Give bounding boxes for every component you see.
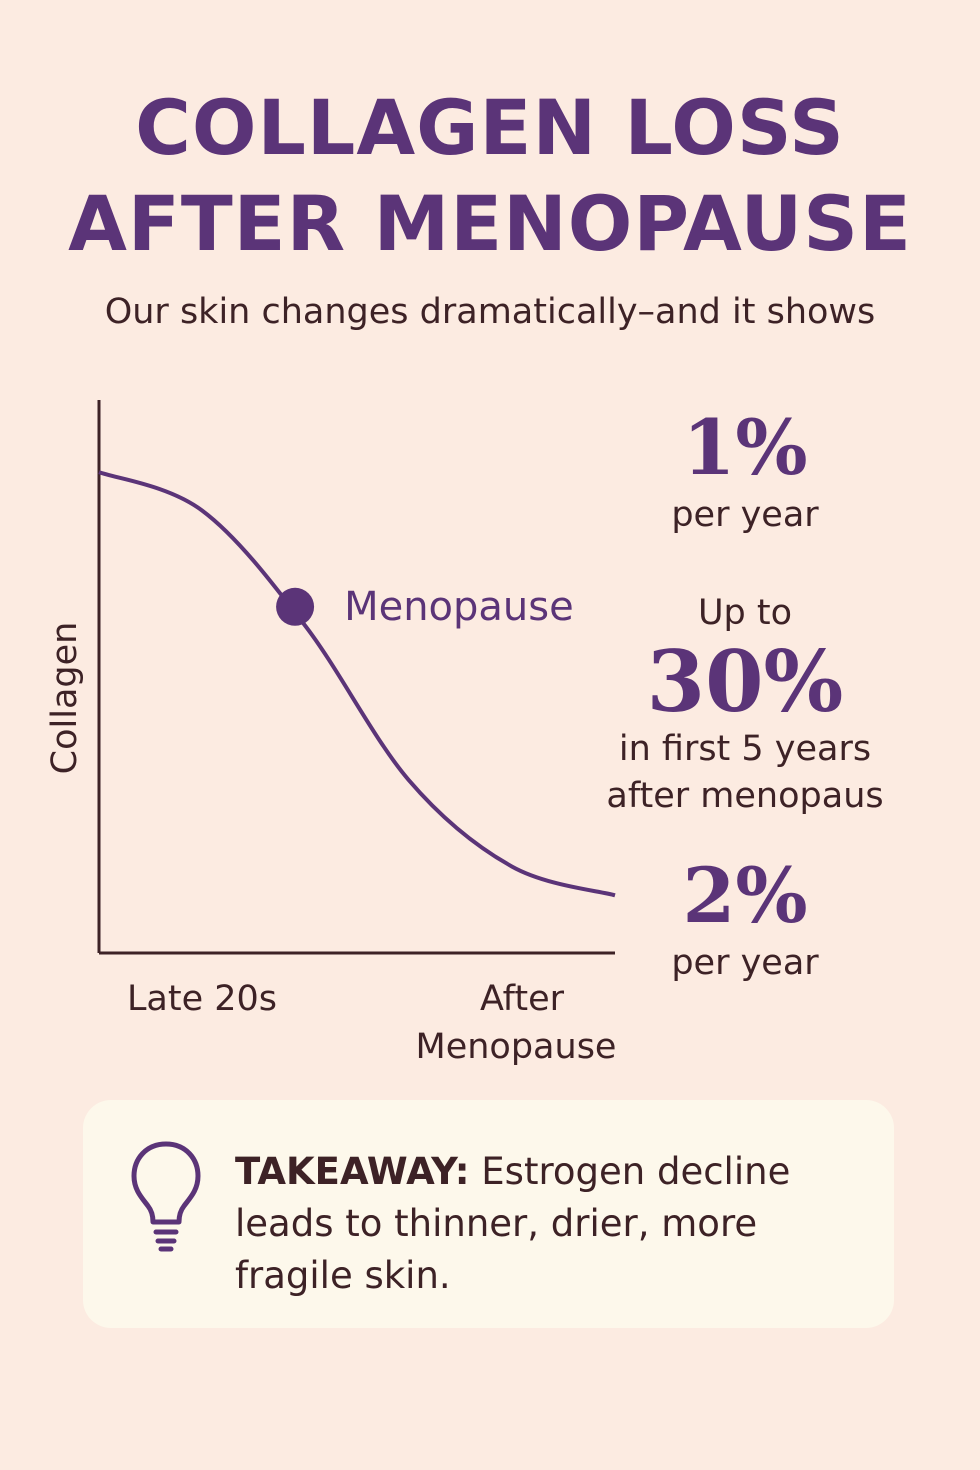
series-line-0 bbox=[98, 470, 616, 898]
subtitle: Our skin changes dramatically–and it sho… bbox=[104, 292, 876, 332]
stat-3-value: 2% bbox=[682, 851, 808, 940]
title-line-2: AFTER MENOPAUSE bbox=[68, 179, 912, 268]
lightbulb-icon bbox=[131, 1141, 201, 1252]
takeaway-box: TAKEAWAY: Estrogen decline leads to thin… bbox=[83, 1100, 894, 1328]
title-line-1: COLLAGEN LOSS bbox=[135, 83, 845, 172]
stat-2-caption-line-1: in first 5 years bbox=[618, 729, 872, 769]
annotation-marker-0 bbox=[276, 587, 315, 626]
x-tick-label-1: After Menopause bbox=[416, 979, 617, 1067]
stat-2-prefix: Up to bbox=[697, 593, 793, 633]
stat-2-caption-line-2: after menopaus bbox=[606, 776, 884, 816]
stat-2-value: 30% bbox=[646, 632, 844, 731]
collagen-chart: Menopause Collagen Late 20s After Menopause bbox=[45, 400, 617, 1067]
stat-1-caption: per year bbox=[671, 495, 819, 535]
takeaway-text: TAKEAWAY: Estrogen decline leads to thin… bbox=[235, 1146, 855, 1302]
takeaway-label: TAKEAWAY: bbox=[235, 1150, 470, 1193]
stat-1-value: 1% bbox=[682, 403, 808, 492]
takeaway-body: Estrogen decline leads to thinner, drier… bbox=[235, 1150, 791, 1297]
annotation-label-0: Menopause bbox=[344, 584, 574, 630]
y-axis-label: Collagen bbox=[45, 622, 85, 775]
stat-3-caption: per year bbox=[671, 943, 819, 983]
x-tick-label-0: Late 20s bbox=[127, 979, 277, 1019]
